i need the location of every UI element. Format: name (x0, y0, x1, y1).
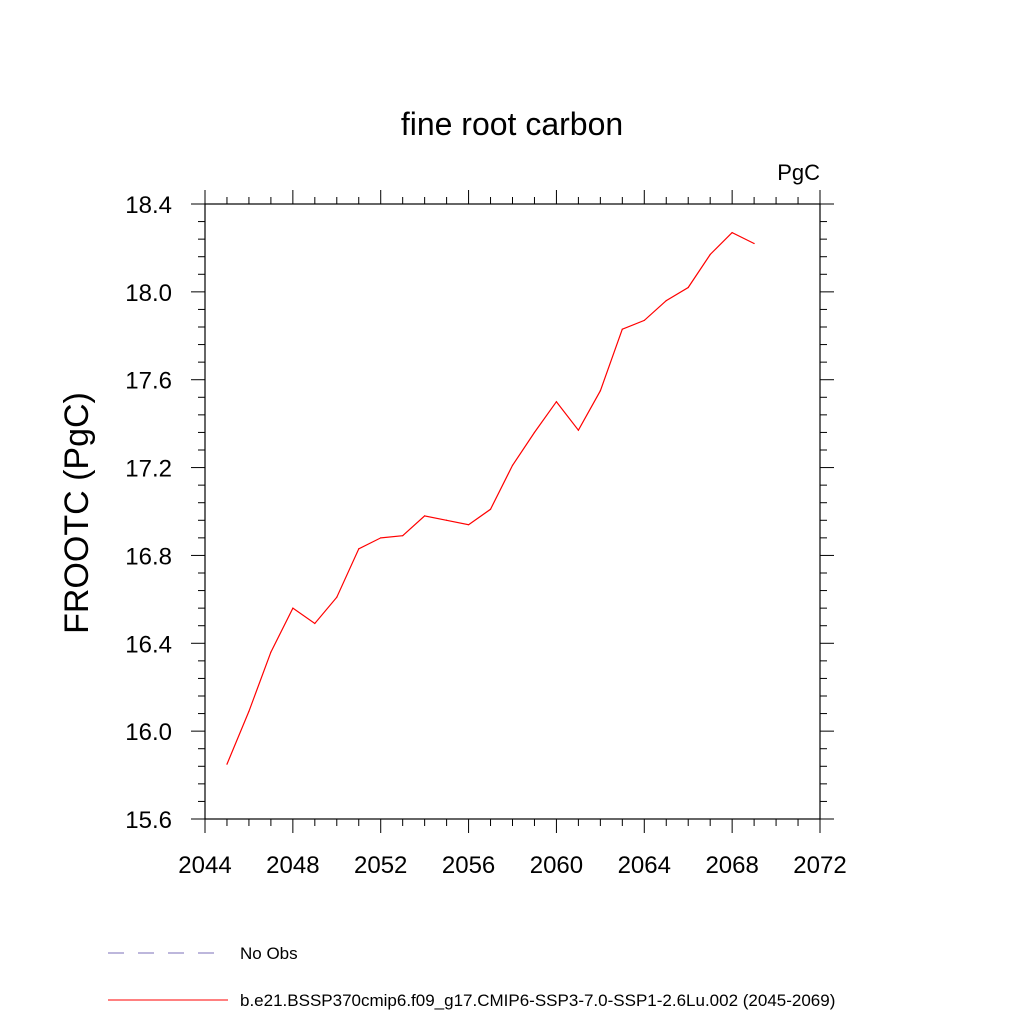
x-tick-label: 2072 (793, 852, 846, 879)
series-point (402, 535, 404, 537)
x-tick-label: 2044 (178, 852, 231, 879)
y-tick-label: 15.6 (125, 807, 172, 834)
series-layer (226, 231, 755, 765)
series-line-0 (226, 231, 755, 765)
series-point (533, 431, 536, 434)
y-tick-label: 16.0 (125, 719, 172, 746)
series-point (292, 607, 294, 609)
series-point (358, 548, 360, 550)
x-tick-labels: 2044 2048 2052 2056 2060 2064 2068 2072 (178, 852, 846, 879)
y-tick-label: 17.6 (125, 368, 172, 395)
series-point (555, 401, 558, 403)
plot-frame (204, 203, 821, 820)
series-point (577, 429, 579, 431)
x-tick-label: 2052 (354, 852, 407, 879)
x-tick-label: 2064 (618, 852, 671, 879)
series-point (709, 253, 711, 256)
x-tick-label: 2048 (266, 852, 319, 879)
x-tick-label: 2068 (705, 852, 758, 879)
y-tick-label: 16.4 (125, 631, 172, 658)
series-point (270, 651, 272, 653)
y-tick-label: 16.8 (125, 543, 172, 570)
x-tick-label: 2060 (530, 852, 583, 879)
series-point (643, 319, 645, 322)
series-point (753, 242, 755, 245)
y-axis-label: FROOTC (PgC) (58, 392, 96, 634)
series-point (599, 390, 601, 392)
series-point (731, 231, 733, 234)
series-point (467, 524, 470, 526)
series-point (446, 519, 448, 521)
series-point (314, 622, 316, 625)
series-point (665, 300, 667, 302)
y-tick-label: 17.2 (125, 456, 172, 483)
series-point (336, 596, 338, 598)
chart-title: fine root carbon (401, 106, 623, 142)
y-tick-label: 18.4 (125, 192, 172, 219)
series-point (687, 286, 689, 289)
series-point (226, 763, 228, 765)
series-point (511, 464, 514, 466)
legend-label-no-obs: No Obs (240, 944, 298, 963)
y-tick-labels: 15.6 16.0 16.4 16.8 17.2 17.6 18.0 18.4 (125, 192, 172, 834)
x-tick-label: 2056 (442, 852, 495, 879)
legend: No Obs b.e21.BSSP370cmip6.f09_g17.CMIP6-… (108, 944, 835, 1010)
legend-label-model: b.e21.BSSP370cmip6.f09_g17.CMIP6-SSP3-7.… (240, 991, 835, 1010)
units-label: PgC (777, 160, 820, 185)
series-point (621, 328, 623, 330)
axis-ticks (191, 190, 834, 833)
series-point (380, 537, 382, 539)
series-point (424, 515, 426, 517)
series-point (489, 508, 492, 510)
series-point (248, 710, 250, 712)
y-tick-label: 18.0 (125, 280, 172, 307)
